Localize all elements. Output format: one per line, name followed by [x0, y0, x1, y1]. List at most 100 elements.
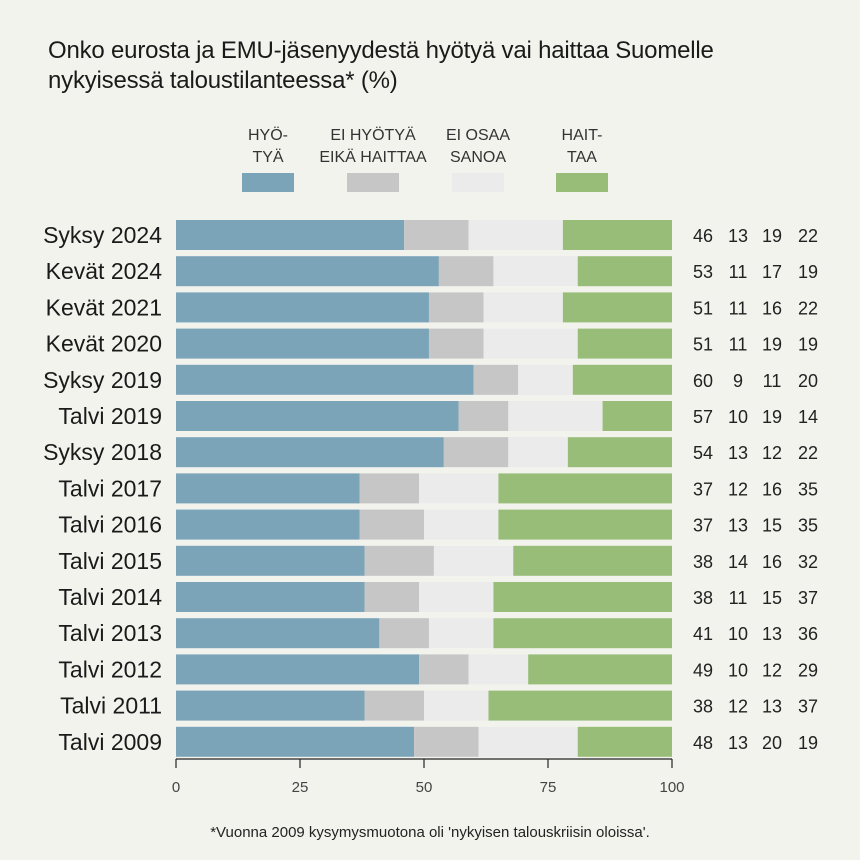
bar-segment [424, 509, 499, 540]
value-label: 35 [798, 516, 818, 536]
value-label: 19 [798, 262, 818, 282]
legend-label: HAIT- [562, 127, 603, 144]
bar-row [176, 292, 672, 323]
value-label: 10 [728, 624, 748, 644]
legend-label: SANOA [450, 149, 506, 166]
bar-segment [483, 328, 578, 359]
value-label: 60 [693, 371, 713, 391]
value-label: 22 [798, 226, 818, 246]
legend-swatch [347, 173, 399, 192]
bar-row [176, 690, 672, 721]
category-label: Talvi 2015 [58, 548, 162, 574]
bar-segment [577, 328, 672, 359]
value-label: 41 [693, 624, 713, 644]
bar-segment [364, 690, 424, 721]
value-label: 16 [762, 552, 782, 572]
bar-segment [483, 292, 563, 323]
value-label: 10 [728, 660, 748, 680]
bar-segment [577, 256, 672, 287]
bar-segment [488, 690, 672, 721]
legend: HYÖ- TYÄ EI HYÖTYÄ EIKÄ HAITTAA EI OSAA SANOA… [242, 126, 608, 192]
legend-swatch [242, 173, 294, 192]
legend-label: EI OSAA [446, 127, 510, 144]
legend-swatch [556, 173, 608, 192]
value-label: 38 [693, 697, 713, 717]
bar-row [176, 618, 672, 649]
bar-row [176, 437, 672, 468]
bar-segment [562, 292, 672, 323]
legend-label: TYÄ [252, 148, 283, 166]
value-label: 22 [798, 443, 818, 463]
value-label: 13 [762, 697, 782, 717]
bar-segment [433, 545, 514, 576]
legend-label: HYÖ- [248, 126, 288, 144]
bar-segment [438, 256, 494, 287]
bar-segment [176, 328, 429, 359]
value-label: 51 [693, 335, 713, 355]
x-axis: 0 25 50 75 100 [172, 758, 685, 796]
category-label: Talvi 2009 [58, 729, 162, 755]
value-label: 17 [762, 262, 782, 282]
value-labels: 46 13 19 22 53 11 17 19 51 11 16 22 51 11 19 19 60 9 11 20 5… [693, 226, 818, 753]
value-label: 11 [729, 335, 748, 355]
bar-segment [602, 401, 672, 431]
legend-label: EIKÄ HAITTAA [319, 148, 427, 166]
value-label: 37 [693, 516, 713, 536]
bar-segment [176, 582, 365, 612]
value-label: 13 [728, 443, 748, 463]
bar-row [176, 654, 672, 685]
bar-segment [468, 220, 563, 250]
bar-row [176, 545, 672, 576]
bar-row [176, 401, 672, 431]
category-label: Talvi 2012 [58, 656, 162, 682]
value-label: 15 [762, 588, 782, 608]
value-label: 13 [728, 733, 748, 753]
value-label: 32 [798, 552, 818, 572]
value-label: 22 [798, 298, 818, 318]
bar-segment [176, 726, 415, 757]
x-tick-label: 25 [292, 779, 309, 796]
value-label: 20 [798, 371, 818, 391]
value-label: 46 [693, 226, 713, 246]
bar-segment [419, 654, 469, 685]
value-label: 15 [762, 516, 782, 536]
bar-segment [508, 401, 603, 431]
bar-segment [577, 726, 672, 757]
value-label: 19 [798, 733, 818, 753]
value-label: 35 [798, 479, 818, 499]
bar-segment [176, 545, 365, 576]
bar-segment [414, 726, 479, 757]
bar-row [176, 582, 672, 612]
value-label: 54 [693, 443, 713, 463]
bar-segment [493, 618, 672, 649]
category-label: Kevät 2021 [46, 294, 162, 320]
value-label: 16 [762, 298, 782, 318]
bar-row [176, 473, 672, 504]
bar-segment [176, 654, 420, 685]
category-label: Talvi 2019 [58, 403, 162, 429]
legend-swatch [452, 173, 504, 192]
bar-segment [443, 437, 509, 468]
value-label: 12 [762, 443, 782, 463]
bar-segment [176, 292, 429, 323]
value-label: 38 [693, 552, 713, 572]
category-labels: Syksy 2024 Kevät 2024 Kevät 2021 Kevät 2020… [43, 222, 162, 755]
value-label: 37 [798, 588, 818, 608]
value-label: 37 [693, 479, 713, 499]
bar-segment [419, 473, 499, 504]
category-label: Kevät 2020 [46, 331, 162, 357]
bar-segment [428, 618, 494, 649]
category-label: Kevät 2024 [46, 258, 163, 284]
value-label: 14 [728, 552, 748, 572]
category-label: Syksy 2018 [43, 439, 162, 465]
bar-segment [176, 437, 444, 468]
legend-item: EI OSAA SANOA [446, 127, 510, 192]
bar-segment [424, 690, 489, 721]
bar-segment [458, 401, 509, 431]
category-label: Talvi 2017 [58, 475, 162, 501]
bar-row [176, 220, 672, 250]
x-tick-label: 50 [416, 779, 433, 796]
legend-label: TAA [567, 149, 597, 166]
value-label: 11 [729, 298, 748, 318]
